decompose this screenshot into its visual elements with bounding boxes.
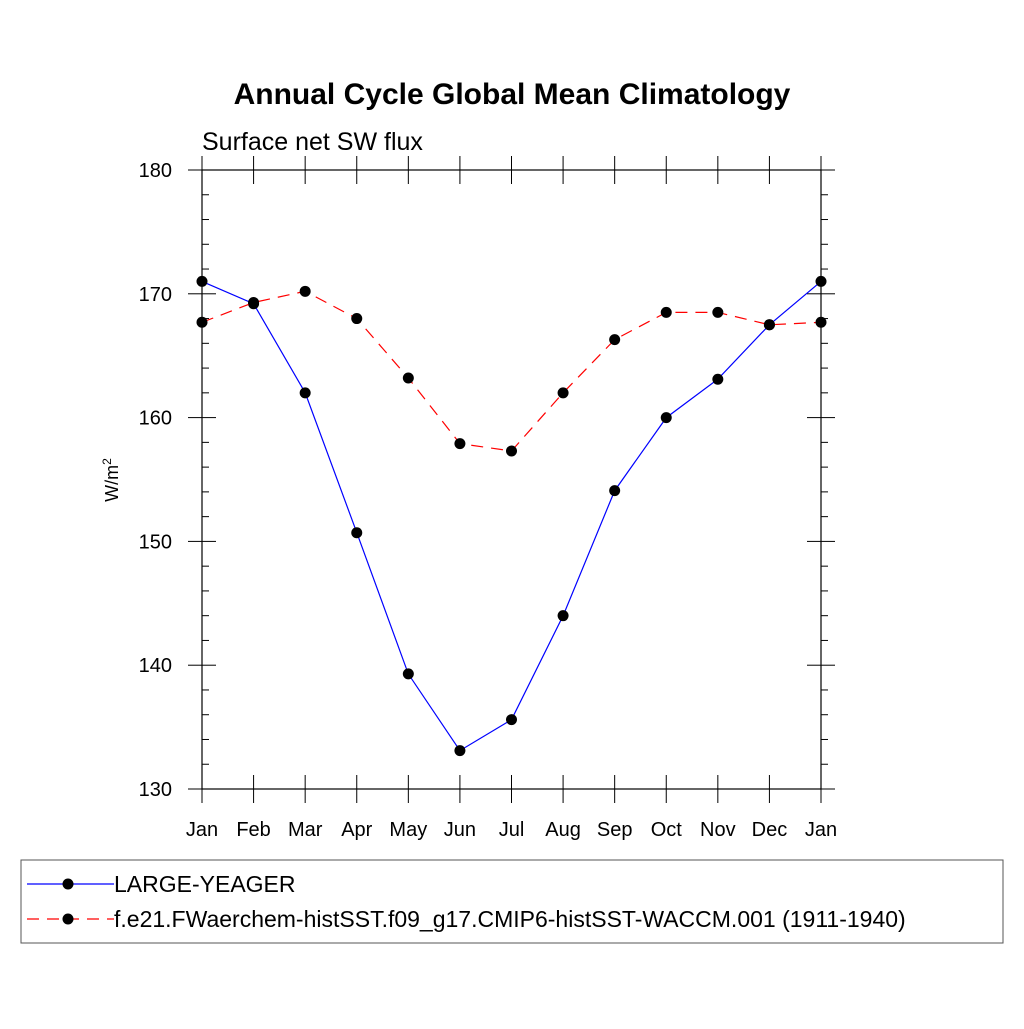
y-tick-label: 140 [139,655,172,677]
series-1-point [712,373,724,385]
x-tick-label: Aug [545,819,581,841]
series-2-point [506,445,517,457]
legend: LARGE-YEAGER f.e21.FWaerchem-histSST.f09_… [20,859,1004,944]
series-2-point [402,372,414,384]
series-1-point [660,412,672,424]
legend-marker-2 [62,913,74,925]
series-1-point [351,527,363,539]
series-1-point [402,668,414,680]
x-tick-label: Oct [651,819,683,841]
x-tick-label: Jul [499,819,525,841]
x-tick-label: Nov [700,819,736,841]
x-tick-label: Mar [288,819,323,841]
x-tick-label: Apr [341,819,372,841]
series-1-point [609,485,621,497]
legend-box [20,859,1004,944]
y-tick-label: 170 [139,284,172,306]
y-tick-label: 130 [139,779,172,801]
x-tick-label: Dec [752,819,788,841]
x-tick-label: Jun [444,819,476,841]
plot-frame [201,169,822,790]
series-line-1 [201,280,822,752]
x-tick-label: Jan [805,819,837,841]
series-2-point [196,316,208,328]
series-2-point [351,313,363,325]
x-tick-label: May [389,819,427,841]
y-axis-label: W/m2 [100,458,122,502]
series-2-point [609,334,621,346]
series-2-point [712,306,724,318]
y-tick-label: 150 [139,531,172,553]
series-layer [196,275,827,757]
chart-subtitle: Surface net SW flux [202,128,423,156]
legend-label-1: LARGE-YEAGER [114,871,296,897]
y-axis-label-text: W/m [102,465,122,502]
series-1-point [557,610,569,622]
series-1-point [196,275,208,287]
series-2-point [454,438,466,450]
series-1-point [454,745,466,757]
legend-marker-1 [62,878,74,890]
series-1-point [299,387,311,399]
series-2-point [815,316,827,328]
x-tick-label: Sep [597,819,633,841]
series-line-2 [201,290,822,452]
series-2-point [248,296,260,308]
x-tick-label: Jan [186,819,218,841]
series-2-point [660,306,672,318]
series-2-point [299,285,311,297]
chart-title: Annual Cycle Global Mean Climatology [234,78,791,111]
series-2-point [557,387,569,399]
axes: 130 140 150 160 170 180 Jan Feb Mar Apr May Jun Jul A… [100,156,837,841]
x-tick-label: Feb [236,819,270,841]
series-1-point [815,275,827,287]
series-1-point [506,714,517,726]
legend-label-2: f.e21.FWaerchem-histSST.f09_g17.CMIP6-hi… [114,906,906,932]
y-axis-label-superscript: 2 [100,458,114,465]
y-tick-label: 160 [139,408,172,430]
series-2-point [763,319,775,331]
y-tick-label: 180 [139,160,172,182]
